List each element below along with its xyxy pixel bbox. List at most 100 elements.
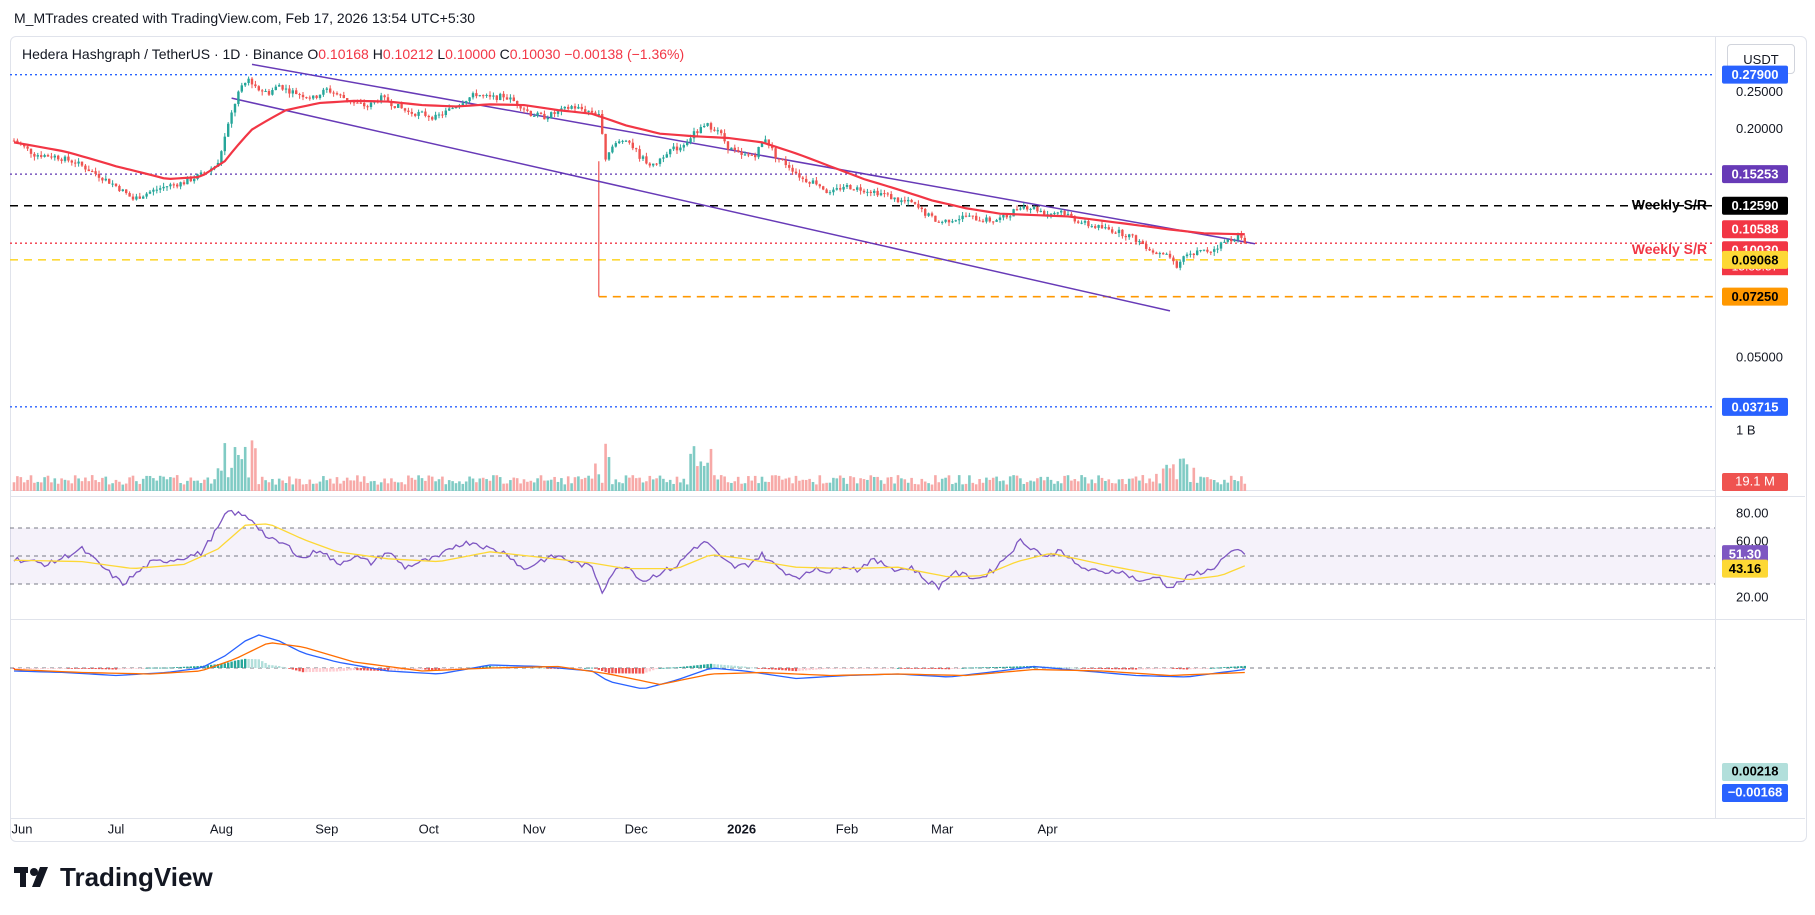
- volume-bar: [985, 477, 988, 491]
- symbol-name[interactable]: Hedera Hashgraph / TetherUS · 1D · Binan…: [22, 46, 304, 62]
- volume-bar: [1240, 476, 1243, 491]
- candle-body: [988, 217, 991, 222]
- macd-hist-bar: [60, 668, 63, 669]
- candle-body: [431, 117, 434, 120]
- macd-hist-bar: [839, 668, 842, 669]
- volume-bar: [121, 484, 125, 491]
- macd-hist-bar: [1158, 668, 1161, 669]
- volume-bar: [651, 479, 655, 491]
- volume-bar: [1042, 480, 1046, 491]
- candle-body: [40, 155, 43, 157]
- candle-body: [50, 156, 53, 158]
- macd-hist-bar: [169, 667, 172, 669]
- macd-hist-bar: [822, 668, 825, 670]
- macd-hist-bar: [1015, 666, 1019, 668]
- volume-bar: [978, 479, 981, 491]
- volume-bar: [869, 475, 873, 491]
- volume-bar: [883, 483, 886, 491]
- volume-bar: [19, 477, 23, 491]
- candle-body: [900, 200, 903, 203]
- candle-body: [60, 159, 63, 161]
- candle-body: [941, 221, 944, 223]
- volume-bar: [104, 476, 108, 491]
- candle-body: [842, 186, 845, 190]
- candle-body: [461, 103, 464, 106]
- macd-hist-bar: [356, 668, 359, 671]
- volume-bar: [226, 477, 230, 491]
- tradingview-logo[interactable]: TradingView: [14, 862, 213, 893]
- candle-body: [233, 103, 237, 113]
- volume-bar: [288, 476, 291, 491]
- candle-body: [414, 113, 417, 116]
- volume-bar: [141, 478, 145, 491]
- volume-bar: [743, 483, 747, 491]
- volume-bar: [913, 483, 917, 491]
- volume-bar: [634, 478, 638, 491]
- macd-hist-bar: [352, 668, 356, 671]
- volume-bar: [199, 483, 203, 491]
- candle-body: [628, 140, 631, 143]
- volume-bar: [138, 483, 142, 491]
- macd-hist-bar: [937, 668, 940, 670]
- symbol-legend[interactable]: Hedera Hashgraph / TetherUS · 1D · Binan…: [22, 46, 684, 62]
- candle-body: [1070, 213, 1073, 217]
- volume-bar: [1032, 481, 1036, 491]
- macd-hist-bar: [1002, 666, 1005, 668]
- volume-bar: [1015, 475, 1019, 491]
- candle-body: [1179, 261, 1182, 268]
- volume-bar: [740, 483, 743, 491]
- volume-bar: [471, 478, 475, 491]
- macd-hist-bar: [43, 668, 46, 669]
- candle-body: [261, 90, 264, 92]
- macd-hist-bar: [706, 664, 709, 668]
- volume-bar: [396, 482, 400, 491]
- macd-hist-bar: [842, 668, 845, 669]
- candle-body: [101, 177, 104, 181]
- candle-body: [182, 182, 186, 185]
- candle-body: [788, 165, 791, 168]
- open-value: 0.10168: [318, 46, 369, 62]
- macd-hist-bar: [879, 668, 883, 669]
- candle-body: [84, 165, 87, 170]
- candle-body: [856, 187, 859, 190]
- macd-hist-bar: [1243, 665, 1246, 668]
- macd-hist-bar: [400, 668, 403, 671]
- candle-body: [652, 163, 655, 166]
- volume-bar: [1053, 483, 1056, 491]
- candle-body: [839, 188, 842, 190]
- candle-body: [944, 219, 947, 222]
- macd-hist-bar: [658, 668, 662, 669]
- candle-body: [1134, 235, 1138, 242]
- macd-hist-bar: [679, 666, 682, 668]
- volume-bar: [464, 481, 468, 491]
- candle-body: [295, 90, 298, 95]
- macd-hist-bar: [373, 668, 376, 671]
- candle-body: [1172, 257, 1175, 262]
- candle-body: [726, 141, 730, 150]
- macd-hist-bar: [1060, 667, 1063, 668]
- volume-bar: [964, 483, 968, 491]
- candle-body: [958, 219, 961, 221]
- macd-hist-bar: [369, 668, 373, 671]
- macd-hist-bar: [1213, 667, 1216, 669]
- volume-bar: [305, 484, 308, 491]
- volume-bar: [804, 479, 808, 491]
- volume-bar: [886, 477, 890, 491]
- volume-scale-label: 1 B: [1736, 422, 1756, 437]
- macd-hist-bar: [145, 667, 148, 669]
- candle-body: [12, 140, 16, 142]
- macd-hist-bar: [951, 668, 954, 669]
- volume-bar: [1066, 475, 1070, 491]
- macd-hist-bar: [176, 667, 179, 668]
- volume-bar: [458, 481, 461, 491]
- macd-value-bg: [1722, 763, 1788, 781]
- volume-bar: [696, 466, 699, 491]
- macd-hist-bar: [641, 668, 645, 674]
- macd-hist-bar: [397, 668, 400, 671]
- candle-body: [87, 169, 90, 172]
- macd-hist-bar: [859, 668, 862, 669]
- volume-bar: [1121, 478, 1124, 491]
- macd-hist-bar: [274, 665, 277, 668]
- volume-bar: [63, 479, 67, 491]
